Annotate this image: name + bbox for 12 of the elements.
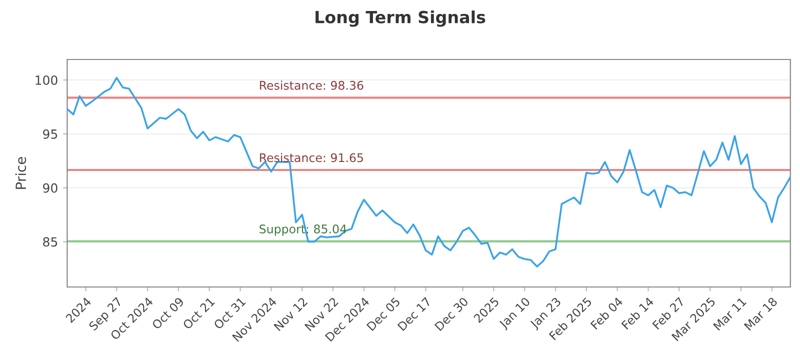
y-tick-label: 95 — [43, 129, 58, 139]
x-tick-label: Oct 21 — [182, 296, 216, 330]
y-tick-label: 85 — [43, 237, 58, 247]
line-series — [67, 76, 790, 268]
x-tick-label: Dec 30 — [434, 296, 469, 332]
y-tick-label: 100 — [36, 75, 58, 85]
ref-line-label: Resistance: 98.36 — [260, 80, 364, 90]
y-tick-label: 90 — [43, 183, 58, 193]
x-tick-label: Oct 09 — [151, 296, 184, 330]
chart-title: Long Term Signals — [316, 10, 486, 27]
y-axis-title: Price — [15, 157, 26, 189]
ref-line-label: Resistance: 91.65 — [260, 153, 363, 162]
